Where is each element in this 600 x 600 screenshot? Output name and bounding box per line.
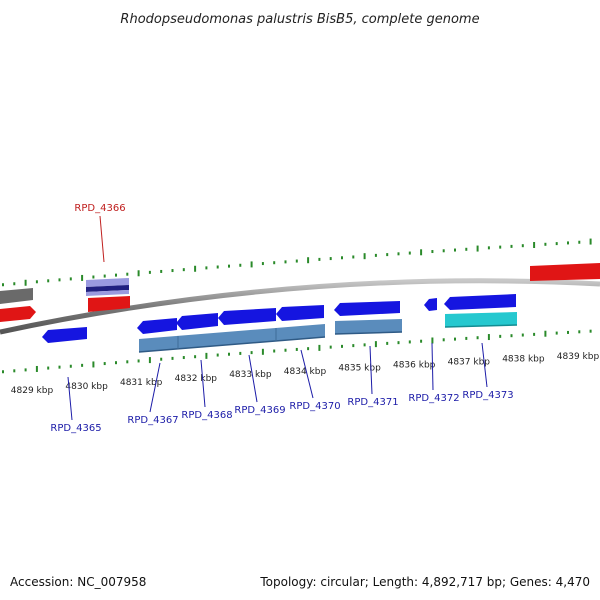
gene-label-rpd-4366[interactable]: RPD_4366 xyxy=(74,203,125,214)
map-title: Rhodopseudomonas palustris BisB5, comple… xyxy=(120,12,479,27)
gene-label-rpd-4371[interactable]: RPD_4371 xyxy=(347,397,398,408)
cds-feature-red-right xyxy=(530,263,600,281)
gene-label-leaders xyxy=(67,215,488,421)
tick-label-4833: 4833 kbp xyxy=(229,370,272,380)
tick-label-4830: 4830 kbp xyxy=(65,382,108,392)
tick-label-4836: 4836 kbp xyxy=(393,360,436,370)
tick-label-4829: 4829 kbp xyxy=(11,386,54,396)
tick-label-4839: 4839 kbp xyxy=(557,352,600,362)
cds-feature-rpd-4366 xyxy=(86,278,129,296)
cds-feature-red xyxy=(88,296,130,312)
leader-line-rpd-4372 xyxy=(431,342,434,391)
leader-line-rpd-4370 xyxy=(300,349,314,399)
tick-label-4838: 4838 kbp xyxy=(502,355,545,365)
cds-feature-rpd-4373 xyxy=(444,294,516,310)
cds-feature-grey xyxy=(0,288,33,304)
gene-label-rpd-4372[interactable]: RPD_4372 xyxy=(408,393,459,404)
leader-line-rpd-4366 xyxy=(99,215,105,263)
cds-feature-rpd-4369 xyxy=(218,308,276,325)
leader-line-rpd-4367 xyxy=(149,362,161,413)
gene-label-rpd-4368[interactable]: RPD_4368 xyxy=(181,410,232,421)
cds-feature-rpd-4370 xyxy=(276,305,324,321)
tick-label-4831: 4831 kbp xyxy=(120,378,163,388)
cds-feature-rpd-4371 xyxy=(334,301,400,316)
leader-line-rpd-4373 xyxy=(481,342,488,388)
tick-label-4834: 4834 kbp xyxy=(284,367,327,377)
accession-text: Accession: NC_007958 xyxy=(10,575,146,589)
inner-tick-marks xyxy=(2,329,592,374)
genome-summary-text: Topology: circular; Length: 4,892,717 bp… xyxy=(259,575,590,589)
tick-label-4832: 4832 kbp xyxy=(175,374,218,384)
gene-label-rpd-4365[interactable]: RPD_4365 xyxy=(50,423,101,434)
cds-feature-red-left xyxy=(0,306,36,322)
gene-feature-cyan xyxy=(445,312,517,327)
axis-tick-labels: 4829 kbp 4830 kbp 4831 kbp 4832 kbp 4833 kbp… xyxy=(11,352,600,396)
cds-feature-rpd-4367 xyxy=(137,318,177,334)
gene-labels: RPD_4366 RPD_4365 RPD_4367 RPD_4368 RPD_4369… xyxy=(50,203,513,434)
cds-feature-rpd-4368 xyxy=(176,313,218,330)
feature-track xyxy=(0,263,600,353)
genome-backbone xyxy=(0,278,600,335)
leader-line-rpd-4368 xyxy=(200,359,206,408)
cds-feature-rpd-4372 xyxy=(424,298,437,311)
gene-feature-steel-1 xyxy=(139,324,325,352)
cds-feature-rpd-4365 xyxy=(42,327,87,343)
gene-label-rpd-4367[interactable]: RPD_4367 xyxy=(127,415,178,426)
leader-line-rpd-4371 xyxy=(369,345,373,395)
gene-label-rpd-4369[interactable]: RPD_4369 xyxy=(234,405,285,416)
gene-label-rpd-4373[interactable]: RPD_4373 xyxy=(462,390,513,401)
tick-label-4837: 4837 kbp xyxy=(448,357,491,367)
gene-feature-steel-2 xyxy=(335,319,402,334)
gene-label-rpd-4370[interactable]: RPD_4370 xyxy=(289,401,340,412)
leader-line-rpd-4365 xyxy=(67,376,73,421)
tick-label-4835: 4835 kbp xyxy=(338,363,381,373)
leader-line-rpd-4369 xyxy=(248,354,258,403)
outer-tick-marks xyxy=(2,238,592,287)
